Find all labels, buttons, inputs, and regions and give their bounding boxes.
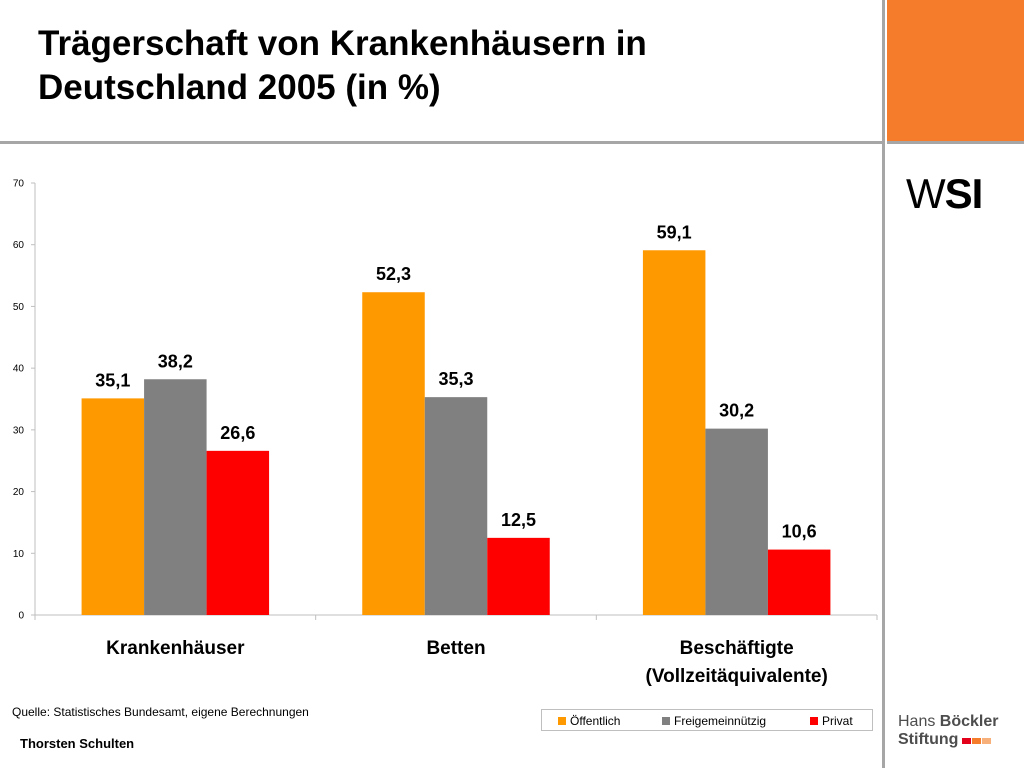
side-divider <box>882 0 885 768</box>
data-label-privat: 26,6 <box>220 423 255 443</box>
legend-swatch-privat <box>810 717 818 725</box>
data-label-freigemeinnuetzig: 35,3 <box>438 369 473 389</box>
data-label-freigemeinnuetzig: 38,2 <box>158 351 193 371</box>
legend-label-freigemeinnuetzig: Freigemeinnützig <box>674 714 767 728</box>
bar-oeffentlich <box>362 292 425 615</box>
legend-item-freigemeinnuetzig: Freigemeinnützig <box>662 714 766 728</box>
bar-freigemeinnuetzig <box>144 379 207 615</box>
y-tick-label: 0 <box>18 611 24 622</box>
author-name: Thorsten Schulten <box>20 736 135 751</box>
y-tick-label: 60 <box>13 240 25 251</box>
legend-label-oeffentlich: Öffentlich <box>570 714 621 728</box>
hans-boeckler-logo: Hans Böckler Stiftung <box>898 713 999 749</box>
source-note: Quelle: Statistisches Bundesamt, eigene … <box>12 705 309 719</box>
legend-item-oeffentlich: Öffentlich <box>558 714 620 728</box>
orange-corner-block <box>887 0 1024 141</box>
bar-oeffentlich <box>642 250 706 616</box>
category-label: Betten <box>426 638 485 659</box>
slide-title: Trägerschaft von Krankenhäusern in Deuts… <box>38 22 858 110</box>
category-label: Krankenhäuser <box>106 638 245 659</box>
slide-title-line2: Deutschland 2005 (in %) <box>38 68 441 107</box>
data-label-freigemeinnuetzig: 30,2 <box>719 401 754 421</box>
legend-label-privat: Privat <box>822 714 853 728</box>
title-divider <box>0 141 882 144</box>
chart-legend: Öffentlich Freigemeinnützig Privat <box>541 709 873 731</box>
y-tick-label: 30 <box>13 425 25 436</box>
data-label-oeffentlich: 59,1 <box>657 222 692 242</box>
data-label-oeffentlich: 35,1 <box>95 370 130 390</box>
data-label-oeffentlich: 52,3 <box>376 264 411 284</box>
category-label: (Vollzeitäquivalente) <box>646 666 828 687</box>
legend-swatch-freigemeinnuetzig <box>662 717 670 725</box>
y-tick-label: 20 <box>13 487 25 498</box>
legend-swatch-oeffentlich <box>558 717 566 725</box>
y-tick-label: 70 <box>13 179 25 190</box>
bar-privat <box>487 537 550 615</box>
bar-privat <box>767 549 831 615</box>
bar-privat <box>206 450 270 615</box>
y-tick-label: 10 <box>13 549 25 560</box>
data-label-privat: 10,6 <box>782 522 817 542</box>
y-tick-label: 40 <box>13 364 25 375</box>
y-tick-label: 50 <box>13 302 25 313</box>
bar-freigemeinnuetzig <box>424 397 488 615</box>
bar-freigemeinnuetzig <box>705 428 768 615</box>
slide-title-line1: Trägerschaft von Krankenhäusern in <box>38 24 647 63</box>
wsi-logo: WSI <box>906 170 983 217</box>
data-label-privat: 12,5 <box>501 510 536 530</box>
bar-chart: 0 10 20 30 40 50 60 70 35,1 38,2 26,6 Krankenhäuser… <box>13 179 878 687</box>
legend-item-privat: Privat <box>810 714 853 728</box>
side-divider-horizontal <box>887 141 1024 144</box>
category-label: Beschäftigte <box>680 638 794 659</box>
bar-oeffentlich <box>81 398 145 615</box>
